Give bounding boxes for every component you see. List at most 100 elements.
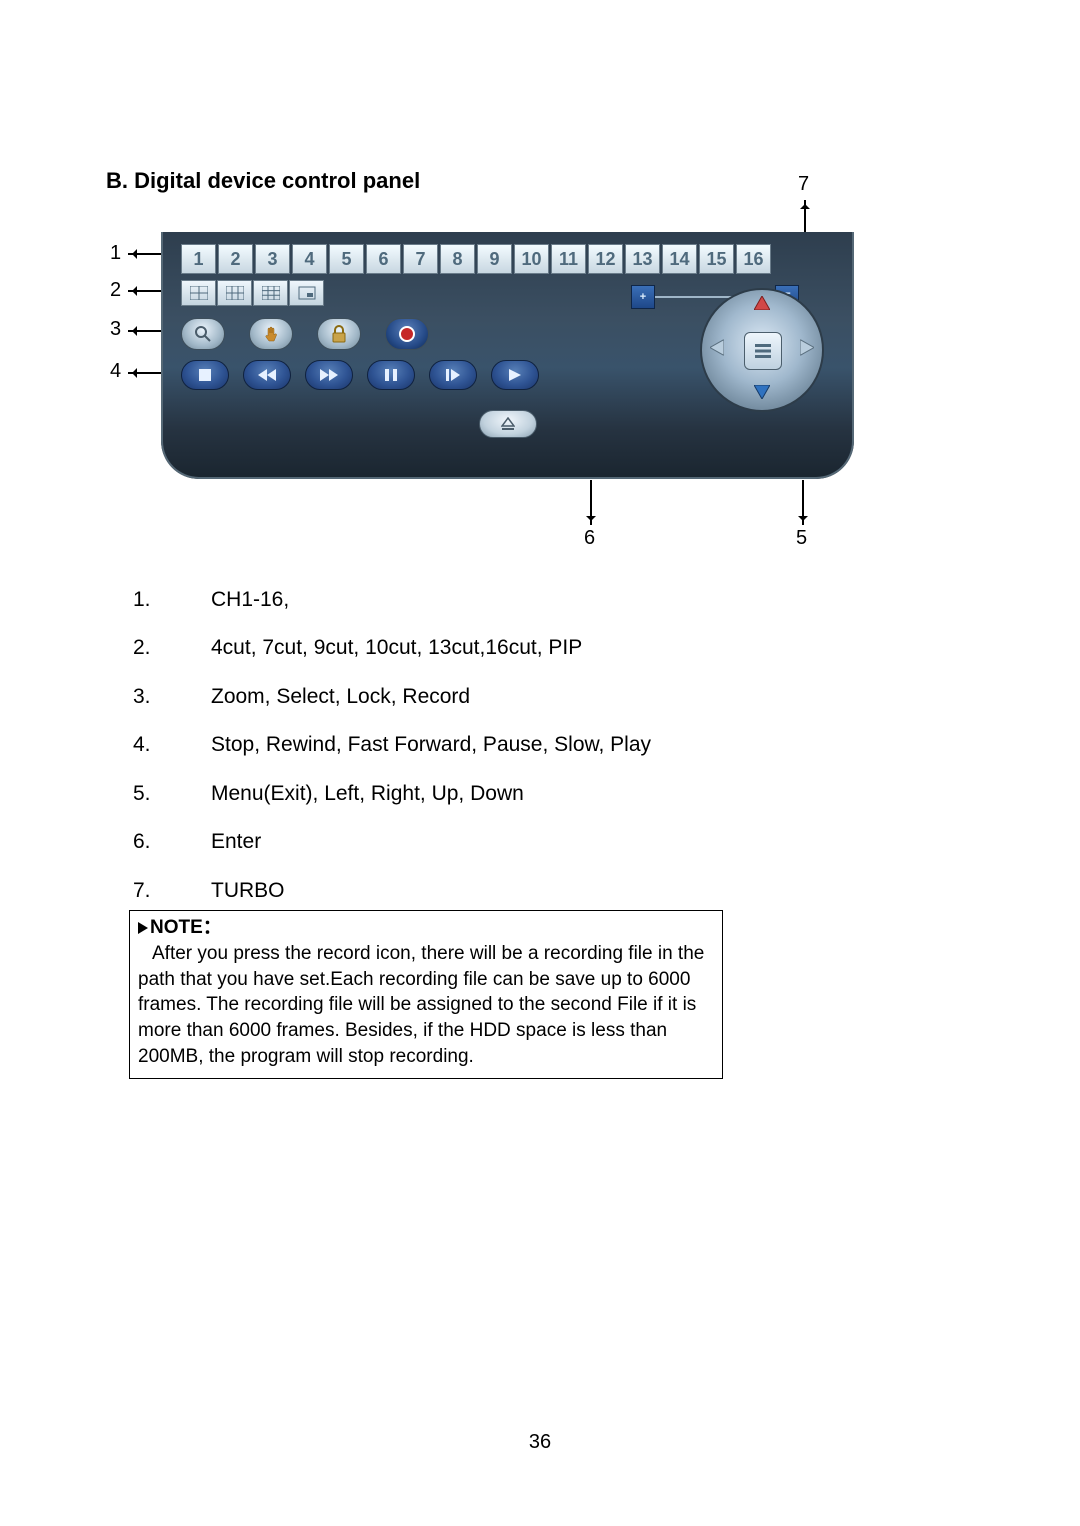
nav-left-button[interactable] bbox=[710, 340, 724, 361]
rewind-icon bbox=[258, 369, 276, 381]
legend-text: Stop, Rewind, Fast Forward, Pause, Slow,… bbox=[211, 730, 651, 760]
zoom-button[interactable] bbox=[181, 318, 225, 350]
pip-icon bbox=[298, 286, 316, 300]
slow-icon bbox=[446, 369, 460, 381]
eject-icon bbox=[501, 417, 515, 431]
playback-row bbox=[181, 360, 539, 390]
rewind-button[interactable] bbox=[243, 360, 291, 390]
legend-item: 4. Stop, Rewind, Fast Forward, Pause, Sl… bbox=[133, 730, 893, 760]
legend-item: 7. TURBO bbox=[133, 876, 893, 906]
legend-item: 2. 4cut, 7cut, 9cut, 10cut, 13cut,16cut,… bbox=[133, 633, 893, 663]
legend-num: 5. bbox=[133, 779, 211, 809]
page-number: 36 bbox=[529, 1431, 551, 1454]
channel-row: 1 2 3 4 5 6 7 8 9 10 11 12 13 14 15 16 bbox=[181, 244, 771, 274]
legend-num: 7. bbox=[133, 876, 211, 906]
legend-num: 6. bbox=[133, 827, 211, 857]
record-icon bbox=[399, 326, 415, 342]
record-button[interactable] bbox=[385, 318, 429, 350]
pause-icon bbox=[385, 369, 397, 381]
grid-2x2-icon bbox=[190, 286, 208, 300]
nav-down-button[interactable] bbox=[754, 385, 770, 404]
legend-text: Enter bbox=[211, 827, 261, 857]
note-title-row: NOTE： bbox=[138, 915, 714, 941]
callout-4-label: 4 bbox=[110, 360, 121, 383]
callout-2-label: 2 bbox=[110, 279, 121, 302]
play-icon bbox=[509, 369, 521, 381]
note-title: NOTE： bbox=[150, 917, 222, 938]
legend-list: 1. CH1-16, 2. 4cut, 7cut, 9cut, 10cut, 1… bbox=[133, 585, 893, 924]
section-heading: B. Digital device control panel bbox=[106, 168, 420, 194]
triangle-right-icon bbox=[138, 922, 148, 934]
legend-item: 5. Menu(Exit), Left, Right, Up, Down bbox=[133, 779, 893, 809]
select-button[interactable] bbox=[249, 318, 293, 350]
callout-5-label: 5 bbox=[796, 527, 807, 550]
stop-icon bbox=[199, 369, 211, 381]
callout-5-line bbox=[802, 480, 804, 525]
legend-num: 1. bbox=[133, 585, 211, 615]
channel-7-button[interactable]: 7 bbox=[403, 244, 438, 274]
callout-1-label: 1 bbox=[110, 242, 121, 265]
stop-button[interactable] bbox=[181, 360, 229, 390]
note-box: NOTE： After you press the record icon, t… bbox=[129, 910, 723, 1079]
legend-text: Menu(Exit), Left, Right, Up, Down bbox=[211, 779, 524, 809]
note-body: After you press the record icon, there w… bbox=[138, 941, 714, 1070]
channel-5-button[interactable]: 5 bbox=[329, 244, 364, 274]
callout-6-label: 6 bbox=[584, 527, 595, 550]
arrow-right-icon bbox=[800, 340, 814, 356]
legend-item: 1. CH1-16, bbox=[133, 585, 893, 615]
legend-item: 6. Enter bbox=[133, 827, 893, 857]
arrow-down-icon bbox=[754, 385, 770, 399]
callout-7-label: 7 bbox=[798, 173, 809, 196]
grid-3x3-icon bbox=[262, 286, 280, 300]
cut-4-button[interactable] bbox=[181, 280, 216, 306]
eject-button[interactable] bbox=[479, 410, 537, 438]
nav-up-button[interactable] bbox=[754, 296, 770, 315]
nav-right-button[interactable] bbox=[800, 340, 814, 361]
channel-15-button[interactable]: 15 bbox=[699, 244, 734, 274]
cut-6-button[interactable] bbox=[217, 280, 252, 306]
channel-10-button[interactable]: 10 bbox=[514, 244, 549, 274]
magnifier-icon bbox=[194, 325, 212, 343]
fast-forward-icon bbox=[320, 369, 338, 381]
legend-text: 4cut, 7cut, 9cut, 10cut, 13cut,16cut, PI… bbox=[211, 633, 582, 663]
arrow-left-icon bbox=[710, 340, 724, 356]
control-panel: 1 2 3 4 5 6 7 8 9 10 11 12 13 14 15 16 bbox=[161, 232, 854, 479]
callout-6-line bbox=[590, 480, 592, 525]
channel-13-button[interactable]: 13 bbox=[625, 244, 660, 274]
channel-2-button[interactable]: 2 bbox=[218, 244, 253, 274]
fast-forward-button[interactable] bbox=[305, 360, 353, 390]
legend-num: 4. bbox=[133, 730, 211, 760]
legend-num: 3. bbox=[133, 682, 211, 712]
channel-4-button[interactable]: 4 bbox=[292, 244, 327, 274]
legend-num: 2. bbox=[133, 633, 211, 663]
cut-9-button[interactable] bbox=[253, 280, 288, 306]
turbo-plus-button[interactable]: + bbox=[631, 285, 655, 309]
channel-12-button[interactable]: 12 bbox=[588, 244, 623, 274]
action-row bbox=[181, 318, 429, 350]
cut-pip-button[interactable] bbox=[289, 280, 324, 306]
play-button[interactable] bbox=[491, 360, 539, 390]
channel-11-button[interactable]: 11 bbox=[551, 244, 586, 274]
slow-button[interactable] bbox=[429, 360, 477, 390]
arrow-up-icon bbox=[754, 296, 770, 310]
menu-exit-button[interactable] bbox=[744, 332, 782, 370]
channel-9-button[interactable]: 9 bbox=[477, 244, 512, 274]
legend-text: Zoom, Select, Lock, Record bbox=[211, 682, 470, 712]
pause-button[interactable] bbox=[367, 360, 415, 390]
channel-8-button[interactable]: 8 bbox=[440, 244, 475, 274]
grid-3x2-icon bbox=[226, 286, 244, 300]
legend-text: TURBO bbox=[211, 876, 285, 906]
lock-button[interactable] bbox=[317, 318, 361, 350]
legend-item: 3. Zoom, Select, Lock, Record bbox=[133, 682, 893, 712]
channel-3-button[interactable]: 3 bbox=[255, 244, 290, 274]
page: B. Digital device control panel 7 1 2 3 … bbox=[0, 0, 1080, 1526]
channel-14-button[interactable]: 14 bbox=[662, 244, 697, 274]
callout-3-label: 3 bbox=[110, 318, 121, 341]
legend-text: CH1-16, bbox=[211, 585, 289, 615]
channel-16-button[interactable]: 16 bbox=[736, 244, 771, 274]
cut-row bbox=[181, 280, 324, 306]
lock-icon bbox=[331, 325, 347, 343]
channel-1-button[interactable]: 1 bbox=[181, 244, 216, 274]
channel-6-button[interactable]: 6 bbox=[366, 244, 401, 274]
hand-icon bbox=[262, 325, 280, 343]
